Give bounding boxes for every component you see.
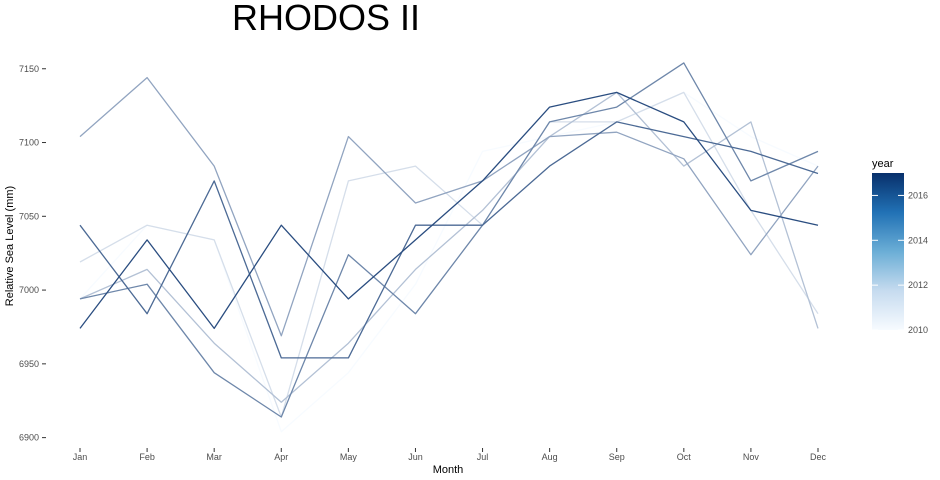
legend-tick-label: 2016 (908, 190, 928, 200)
x-tick-label: May (340, 452, 358, 462)
series-line-2014 (79, 62, 819, 418)
series-line-2010 (79, 91, 819, 433)
series-line-2015 (79, 121, 819, 359)
x-tick-label: Mar (206, 452, 222, 462)
y-tick-label: 7100 (19, 138, 39, 148)
legend-tick-label: 2014 (908, 235, 928, 245)
legend-ticks: 2010 2012 2014 2016 (872, 190, 928, 335)
series-line-2011 (79, 91, 819, 418)
y-tick-label: 7050 (19, 211, 39, 221)
y-tick-label: 7150 (19, 64, 39, 74)
y-tick-label: 6950 (19, 359, 39, 369)
x-tick-label: Jul (477, 452, 489, 462)
legend-tick-label: 2012 (908, 280, 928, 290)
x-tick-label: Oct (677, 452, 692, 462)
legend-title: year (872, 158, 894, 170)
series-line-2013 (79, 76, 819, 337)
x-axis-title: Month (433, 464, 464, 476)
x-tick-label: Sep (609, 452, 625, 462)
x-tick-label: Aug (542, 452, 558, 462)
y-tick-label: 6900 (19, 433, 39, 443)
legend: year 2010 2012 2014 2016 (872, 158, 928, 335)
series-line-2012 (79, 91, 819, 403)
chart-title: RHODOS II (232, 0, 420, 38)
y-tick-label: 7000 (19, 285, 39, 295)
x-tick-label: Apr (274, 452, 288, 462)
x-tick-label: Jun (408, 452, 423, 462)
x-tick-label: Dec (810, 452, 827, 462)
x-tick-label: Feb (139, 452, 155, 462)
series-line-2016 (79, 91, 819, 330)
y-axis: 6900 6950 7000 7050 7100 7150 (19, 64, 46, 443)
legend-tick-label: 2010 (908, 325, 928, 335)
x-axis: Jan Feb Mar Apr May Jun Jul Aug Sep Oct Nov Dec (73, 448, 827, 462)
x-tick-label: Jan (73, 452, 88, 462)
y-axis-title: Relative Sea Level (mm) (4, 186, 16, 306)
series-layer (79, 62, 819, 433)
x-tick-label: Nov (743, 452, 760, 462)
legend-colorbar (872, 173, 904, 330)
